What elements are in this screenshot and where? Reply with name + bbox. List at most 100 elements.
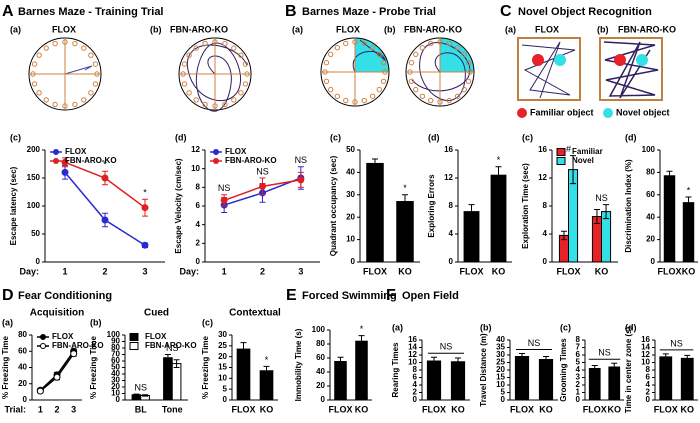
annotation: # — [566, 144, 571, 154]
maze-hole — [31, 81, 38, 87]
image-tag: (b) — [384, 24, 396, 34]
y-tick-label: 16 — [641, 335, 650, 344]
trajectory — [411, 41, 471, 101]
image-label: FLOX — [336, 24, 360, 34]
y-tick-label: 50 — [346, 145, 355, 154]
image-label: FLOX — [52, 24, 76, 34]
maze-hole — [202, 101, 208, 108]
annotation: * — [687, 185, 691, 195]
chart-tag: (c) — [522, 132, 533, 142]
legend-label: FLOX — [65, 147, 87, 156]
annotation: NS — [670, 338, 683, 348]
familiar-object — [614, 54, 626, 66]
bar — [396, 201, 414, 263]
legend-label: FBN-ARO-KO — [225, 156, 277, 165]
y-tick-label: 100 — [642, 145, 656, 154]
annotation: * — [143, 188, 147, 198]
x-tick-label: 3 — [142, 266, 147, 276]
y-tick-label: 2 — [413, 388, 418, 397]
y-tick-label: 6 — [413, 373, 418, 382]
maze-hole — [361, 40, 367, 47]
maze-hole — [186, 52, 192, 58]
error-bar — [560, 230, 567, 241]
x-axis-label: Day: — [179, 266, 199, 276]
data-point — [141, 241, 149, 249]
arena — [599, 37, 663, 101]
legend-marker — [53, 149, 59, 155]
panel-letter: C — [500, 3, 512, 20]
bar — [366, 162, 384, 263]
x-tick-label: FLOX — [232, 404, 256, 414]
familiar-object — [532, 54, 544, 66]
y-axis-label: Rearing Times — [391, 342, 400, 398]
maze-hole — [461, 51, 467, 58]
maze-hole — [407, 69, 413, 75]
y-tick-label: 0 — [351, 257, 356, 266]
maze-hole — [231, 45, 237, 51]
annotation: NS — [598, 348, 611, 358]
y-tick-label: 30 — [496, 350, 505, 359]
maze-hole — [380, 60, 387, 66]
y-tick-label: 15 — [218, 363, 227, 372]
bar — [659, 356, 673, 401]
bar — [538, 359, 554, 401]
y-tick-label: 0 — [501, 395, 506, 404]
x-tick-label: 2 — [260, 266, 265, 276]
chart-title: Contextual — [229, 308, 281, 319]
chart-tag: (b) — [90, 317, 102, 327]
maze-hole — [369, 93, 376, 99]
panel-letter: E — [286, 287, 297, 304]
data-point — [101, 216, 109, 224]
maze-hole — [352, 99, 358, 105]
maze-hole — [428, 97, 434, 104]
y-tick-label: 40 — [18, 363, 27, 372]
maze-hole — [222, 40, 228, 47]
annotation: NS — [440, 342, 453, 352]
panel-letter: A — [2, 3, 14, 20]
maze-hole — [94, 71, 100, 77]
maze-hole — [36, 90, 42, 96]
panel-letter: F — [386, 287, 396, 304]
bar — [426, 360, 442, 401]
x-tick-label: KO — [355, 404, 369, 414]
maze-images — [28, 37, 663, 118]
annotation: * — [360, 324, 364, 334]
bar — [601, 211, 612, 263]
y-tick-label: 8 — [646, 365, 651, 374]
y-tick-label: 60 — [646, 190, 655, 199]
legend-marker — [129, 342, 139, 350]
annotation: NS — [528, 338, 541, 348]
y-tick-label: 16 — [408, 335, 417, 344]
y-tick-label: 80 — [646, 168, 655, 177]
image-tag: (b) — [597, 24, 609, 34]
y-tick-label: 12 — [538, 173, 547, 182]
bar — [334, 361, 347, 401]
y-tick-label: 200 — [27, 145, 41, 154]
y-tick-label: 5 — [223, 384, 228, 393]
y-tick-label: 8 — [449, 201, 454, 210]
error-bar — [173, 359, 180, 368]
arena — [517, 37, 581, 101]
error-bar — [684, 354, 691, 362]
x-tick-label: 3 — [71, 404, 76, 414]
trajectory — [187, 42, 248, 112]
y-axis-label: Escape Velocity (cm/sec) — [174, 158, 183, 254]
error-bar — [402, 194, 408, 209]
y-axis-label: Discrimination Index (%) — [624, 159, 633, 253]
y-axis-label: Grooming Times — [559, 338, 568, 402]
y-tick-label: 6 — [576, 350, 581, 359]
y-axis-label: % Freezing Time — [1, 335, 10, 399]
maze-hole — [186, 90, 192, 96]
y-tick-label: 1 — [576, 388, 581, 397]
error-bar — [133, 393, 140, 396]
y-tick-label: 80 — [111, 343, 120, 352]
y-tick-label: 12 — [444, 173, 453, 182]
chart-tag: (a) — [392, 322, 403, 332]
y-tick-label: 15 — [496, 373, 505, 382]
maze-hole — [193, 45, 199, 51]
y-tick-label: 0 — [223, 395, 228, 404]
bar — [680, 357, 694, 401]
y-tick-label: 0 — [413, 395, 418, 404]
trajectory — [352, 39, 387, 73]
y-tick-label: 8 — [576, 335, 581, 344]
